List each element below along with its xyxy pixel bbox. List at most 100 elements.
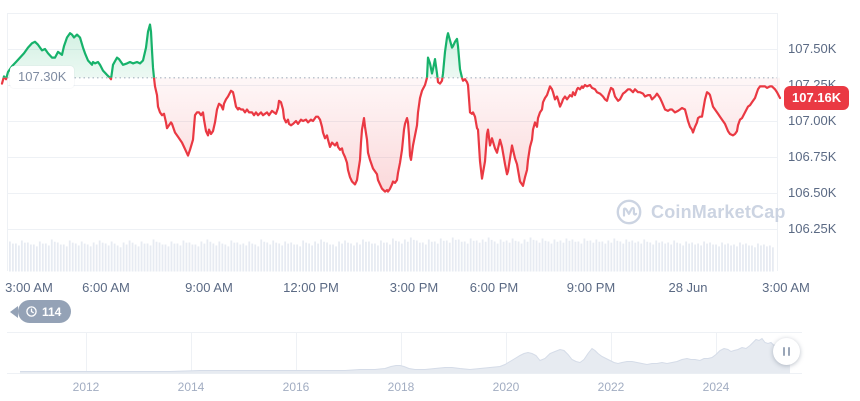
volume-bar	[667, 242, 670, 272]
volume-bar	[400, 243, 403, 272]
volume-bar	[107, 245, 110, 272]
x-axis-label: 28 Jun	[668, 280, 708, 295]
volume-bar	[658, 242, 661, 272]
volume-bar	[583, 238, 586, 272]
volume-bar	[221, 243, 224, 272]
volume-bar	[508, 242, 511, 272]
volume-bar	[613, 238, 616, 272]
volume-bar	[305, 242, 308, 272]
volume-bar	[622, 243, 625, 272]
volume-bar	[290, 242, 293, 272]
volume-bar	[281, 245, 284, 272]
volume-bar	[227, 246, 230, 272]
volume-bar	[9, 241, 11, 272]
y-axis-label: 106.25K	[788, 221, 837, 236]
volume-bar	[451, 237, 454, 272]
volume-bar	[541, 238, 544, 272]
navigator-year-label: 2022	[597, 380, 625, 394]
volume-bar	[484, 241, 487, 272]
volume-bar	[745, 243, 747, 272]
volume-bar	[98, 240, 101, 272]
volume-bar	[769, 245, 771, 272]
volume-bar	[412, 239, 415, 272]
volume-bar	[236, 242, 239, 272]
volume-bar	[490, 239, 493, 272]
volume-bar	[475, 240, 478, 272]
volume-bar	[38, 241, 41, 272]
volume-bar	[383, 242, 385, 272]
volume-bar	[595, 239, 598, 272]
volume-bar	[712, 244, 714, 272]
volume-bar	[53, 241, 56, 272]
volume-bar	[703, 241, 705, 272]
volume-bar	[640, 243, 643, 272]
volume-bar	[625, 239, 628, 272]
volume-bar	[553, 239, 556, 272]
volume-bar	[158, 242, 161, 272]
volume-bar	[335, 246, 337, 272]
volume-bar	[466, 243, 469, 272]
handle-grip-icon	[783, 347, 785, 356]
volume-bar	[197, 246, 200, 272]
volume-bar	[523, 239, 526, 272]
volume-bar	[233, 242, 236, 272]
x-axis-label: 6:00 PM	[469, 280, 519, 295]
volume-bar	[170, 241, 173, 272]
volume-bar	[604, 243, 607, 272]
volume-bar	[514, 240, 517, 272]
volume-bar	[550, 243, 553, 272]
watermark: CoinMarketCap	[615, 198, 786, 226]
y-axis-label: 107.00K	[788, 113, 837, 128]
volume-bar	[161, 244, 164, 272]
volume-bar	[116, 245, 119, 272]
volume-bar	[284, 241, 287, 272]
volume-bar	[338, 241, 340, 272]
volume-bar	[676, 242, 679, 272]
volume-bar	[607, 240, 610, 272]
clock-icon	[26, 306, 37, 317]
volume-bar	[119, 247, 122, 272]
volume-bar	[245, 245, 248, 272]
navigator-handle[interactable]	[773, 338, 800, 365]
volume-bar	[14, 243, 17, 272]
x-axis-label: 3:00 AM	[5, 280, 53, 295]
volume-bar	[421, 242, 424, 272]
volume-bar	[350, 243, 352, 272]
y-axis-label: 106.50K	[788, 185, 837, 200]
volume-bar	[418, 242, 421, 272]
volume-bar	[269, 244, 272, 272]
volume-bar	[472, 240, 475, 272]
volume-bar	[637, 241, 640, 272]
volume-bar	[730, 245, 732, 272]
volume-bar	[634, 242, 637, 272]
coinmarketcap-logo-icon	[616, 199, 642, 225]
volume-bar	[254, 244, 257, 272]
volume-bar	[646, 241, 649, 272]
candle-countdown-badge[interactable]: 114	[10, 300, 72, 323]
volume-bar	[311, 245, 314, 272]
volume-bar	[71, 242, 74, 272]
volume-bar	[344, 240, 346, 272]
volume-bar	[326, 242, 328, 272]
volume-bar	[167, 246, 170, 272]
volume-bar	[517, 241, 520, 272]
volume-bar	[724, 244, 726, 272]
volume-bar	[251, 243, 254, 272]
volume-bar	[272, 240, 275, 272]
volume-bar	[323, 241, 325, 272]
volume-bar	[511, 238, 514, 272]
volume-bar	[47, 245, 50, 272]
volume-bar	[580, 243, 583, 272]
navigator-year-label: 2016	[282, 380, 310, 394]
volume-bar	[104, 243, 107, 272]
volume-bar	[377, 245, 379, 272]
volume-bar	[427, 239, 430, 272]
volume-bar	[562, 242, 565, 272]
volume-bar	[706, 243, 708, 272]
volume-bar	[206, 239, 209, 272]
volume-bar	[685, 241, 688, 272]
volume-bar	[29, 244, 32, 272]
volume-bar	[56, 242, 59, 272]
volume-bar	[664, 243, 667, 272]
